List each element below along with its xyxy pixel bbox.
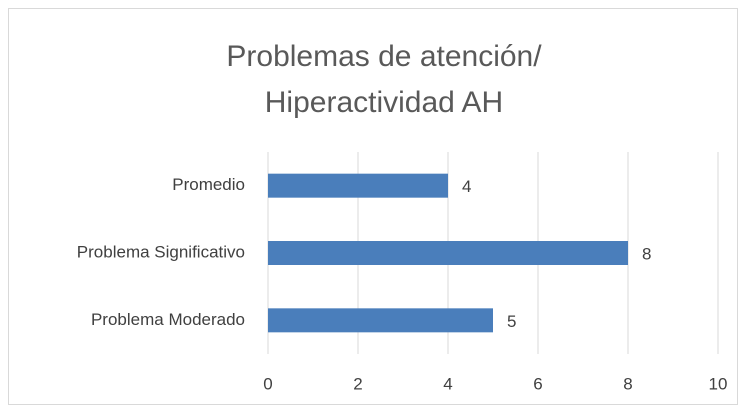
y-tick-label: Problema Moderado: [91, 310, 245, 329]
bar: [268, 308, 493, 333]
bar: [268, 173, 448, 198]
chart-title: Hiperactividad AH: [265, 86, 503, 119]
data-label: 8: [642, 244, 651, 263]
bar: [268, 241, 628, 265]
chart-border: [8, 8, 738, 405]
data-label: 4: [462, 177, 471, 196]
x-tick-label: 10: [709, 374, 728, 393]
y-tick-label: Problema Significativo: [77, 242, 245, 261]
data-label: 5: [507, 312, 516, 331]
chart-title: Problemas de atención/: [226, 40, 542, 73]
x-tick-label: 4: [443, 374, 452, 393]
x-tick-label: 8: [623, 374, 632, 393]
x-tick-label: 6: [533, 374, 542, 393]
x-tick-label: 0: [263, 374, 272, 393]
y-tick-label: Promedio: [172, 175, 245, 194]
x-tick-label: 2: [353, 374, 362, 393]
